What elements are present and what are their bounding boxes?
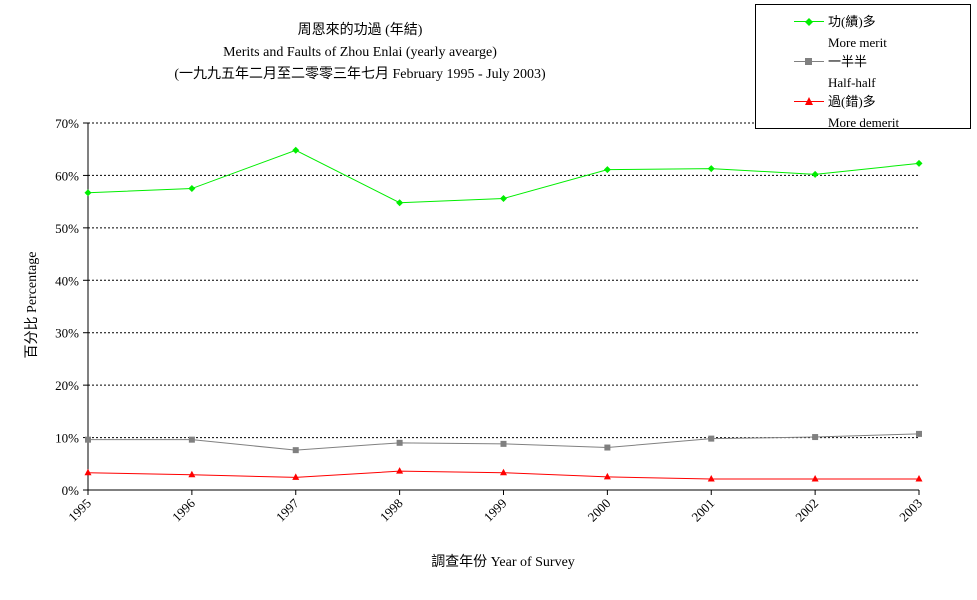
square-marker-icon (805, 58, 812, 65)
gridlines (88, 122, 919, 439)
legend-label-half-half: 一半半 (828, 54, 868, 69)
data-point (500, 194, 507, 202)
legend-sublabel-more-demerit: More demerit (828, 115, 900, 130)
data-point (603, 166, 611, 174)
x-tick-label: 2003 (896, 496, 925, 525)
data-point (603, 472, 611, 480)
series-0 (84, 146, 923, 207)
series-group (84, 146, 923, 482)
legend-label-more-merit: 功(績)多 (828, 14, 876, 29)
data-point (500, 440, 507, 447)
data-point (188, 470, 196, 478)
series-1 (85, 430, 922, 454)
chart-title: 周恩來的功過 (年結) (297, 23, 423, 38)
y-tick-label: 20% (55, 378, 79, 393)
legend-label-more-demerit: 過(錯)多 (828, 94, 876, 109)
data-point (292, 473, 300, 480)
data-point (915, 159, 923, 167)
data-point (396, 439, 403, 446)
data-point (84, 189, 92, 197)
y-tick-label: 10% (55, 431, 79, 446)
data-point (916, 430, 922, 437)
y-axis-label: 百分比 Percentage (24, 252, 40, 359)
legend-sublabel-half-half: Half-half (828, 75, 876, 90)
data-point (396, 199, 404, 207)
data-point (811, 474, 819, 482)
data-point (915, 474, 923, 482)
data-point (707, 165, 715, 173)
data-point (811, 170, 819, 178)
data-point (396, 467, 404, 474)
x-tick-label: 2001 (688, 496, 717, 525)
legend-item-more-merit: 功(績)多 More merit (756, 9, 970, 50)
data-point (188, 185, 196, 193)
x-tick-label: 1998 (377, 496, 406, 525)
diamond-marker-icon (805, 18, 813, 26)
x-tick-label: 1999 (481, 496, 510, 525)
y-tick-label: 40% (55, 273, 79, 288)
x-tick-label: 2000 (585, 496, 614, 525)
data-point (85, 436, 91, 443)
data-point (604, 444, 611, 451)
legend: 功(績)多 More merit 一半半 Half-half 過(錯)多 Mor… (755, 4, 971, 130)
y-tick-label: 0% (62, 483, 80, 498)
series-2 (84, 467, 923, 482)
data-point (707, 474, 715, 482)
chart-date-range: (一九九五年二月至二零零三年七月 February 1995 - July 20… (174, 67, 546, 82)
triangle-marker-icon (805, 97, 813, 105)
chart-title-block: 周恩來的功過 (年結) Merits and Faults of Zhou En… (160, 20, 560, 86)
y-tick-label: 70% (55, 116, 79, 131)
legend-item-half-half: 一半半 Half-half (756, 49, 970, 90)
data-point (708, 435, 715, 442)
data-point (500, 468, 507, 476)
x-tick-label: 1997 (273, 495, 302, 524)
x-tick-label: 1996 (169, 495, 198, 524)
data-point (188, 436, 195, 443)
y-tick-label: 50% (55, 221, 79, 236)
legend-sublabel-more-merit: More merit (828, 35, 887, 50)
x-tick-labels: 1995 1996 1997 1998 1999 2000 2001 2002 2003 (65, 495, 925, 524)
chart-subtitle: Merits and Faults of Zhou Enlai (yearly … (223, 45, 497, 60)
data-point (812, 434, 819, 441)
data-point (84, 468, 92, 476)
x-tick-label: 2002 (792, 496, 821, 525)
x-axis-label: 調查年份 Year of Survey (431, 554, 575, 570)
x-tick-label: 1995 (65, 496, 94, 525)
data-point (292, 146, 300, 154)
legend-item-more-demerit: 過(錯)多 More demerit (756, 89, 970, 130)
data-point (292, 447, 299, 454)
series-line (87, 149, 920, 204)
y-tick-label: 30% (55, 326, 79, 341)
y-tick-label: 60% (55, 168, 79, 183)
axes (83, 122, 920, 495)
y-tick-labels: 0% 10% 20% 30% 40% 50% 60% 70% (55, 116, 79, 498)
